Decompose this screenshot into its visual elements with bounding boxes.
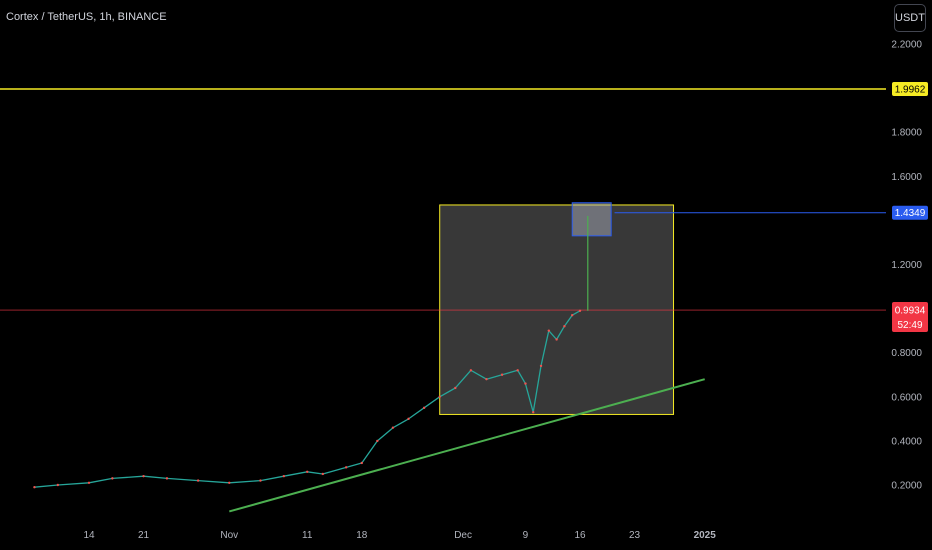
- price-point: [539, 364, 543, 368]
- range-box[interactable]: [439, 204, 675, 415]
- price-point: [578, 309, 582, 313]
- price-point: [87, 481, 91, 484]
- chart-title: Cortex / TetherUS, 1h, BINANCE: [6, 11, 167, 23]
- level-badge-target[interactable]: [892, 205, 928, 220]
- y-tick-label: 0.8000: [891, 348, 922, 359]
- price-point: [360, 461, 363, 465]
- price-point: [282, 474, 286, 478]
- y-tick-label: 1.2000: [891, 260, 922, 271]
- x-tick-label: Dec: [454, 530, 472, 541]
- price-point: [33, 486, 36, 489]
- y-tick-label: 1.8000: [891, 128, 922, 139]
- price-line: [34, 310, 581, 488]
- currency-button[interactable]: USDT: [894, 4, 926, 32]
- price-point: [547, 329, 551, 332]
- countdown-label: 52:49: [897, 320, 922, 331]
- price-point: [228, 481, 231, 484]
- x-tick-label: 21: [138, 530, 150, 541]
- price-point: [571, 314, 574, 317]
- level-badge-label: 1.4349: [895, 208, 926, 219]
- price-point: [259, 479, 262, 482]
- level-badge-last-price[interactable]: [892, 302, 928, 333]
- x-tick-label: 11: [302, 530, 313, 541]
- price-point: [111, 477, 114, 480]
- trendline[interactable]: [229, 378, 705, 513]
- price-point: [391, 426, 395, 429]
- x-tick-label: 16: [574, 530, 586, 541]
- price-point: [56, 483, 60, 487]
- price-point: [555, 338, 558, 341]
- y-tick-label: 0.6000: [891, 392, 922, 403]
- price-point: [500, 373, 504, 376]
- y-tick-label: 0.2000: [891, 481, 922, 492]
- x-tick-label: Nov: [220, 530, 238, 541]
- y-tick-label: 0.4000: [891, 436, 922, 447]
- y-tick-label: 2.2000: [891, 40, 922, 51]
- price-point: [142, 474, 145, 478]
- x-tick-label: 9: [523, 530, 529, 541]
- x-tick-label: 18: [356, 530, 368, 541]
- price-point: [516, 369, 519, 372]
- price-point: [407, 417, 410, 421]
- x-tick-label: 23: [629, 530, 641, 541]
- x-axis[interactable]: 14 21 Nov 11 18 Dec 9 16 23 2025: [83, 530, 716, 541]
- price-point: [563, 325, 566, 328]
- price-point: [321, 472, 325, 476]
- price-point: [485, 377, 488, 381]
- price-point: [469, 369, 473, 372]
- price-point: [532, 411, 535, 414]
- price-point: [438, 395, 441, 398]
- price-point: [422, 406, 426, 410]
- level-badge-label: 0.9934: [895, 306, 926, 317]
- level-badge-resistance[interactable]: [892, 81, 928, 96]
- price-point: [344, 466, 348, 469]
- target-box[interactable]: [571, 202, 612, 237]
- price-point: [454, 386, 457, 390]
- x-tick-label: 14: [83, 530, 95, 541]
- price-point: [376, 439, 379, 443]
- price-point: [524, 382, 527, 385]
- x-tick-label: 2025: [694, 530, 717, 541]
- price-point: [165, 477, 169, 480]
- plot-area: [0, 88, 886, 513]
- price-point: [196, 479, 200, 482]
- y-tick-label: 1.6000: [891, 172, 922, 183]
- y-axis[interactable]: 2.2000 1.8000 1.6000 1.2000 0.8000 0.6000 0.40…: [891, 40, 928, 492]
- level-badge-label: 1.9962: [895, 84, 926, 95]
- price-point: [306, 470, 309, 473]
